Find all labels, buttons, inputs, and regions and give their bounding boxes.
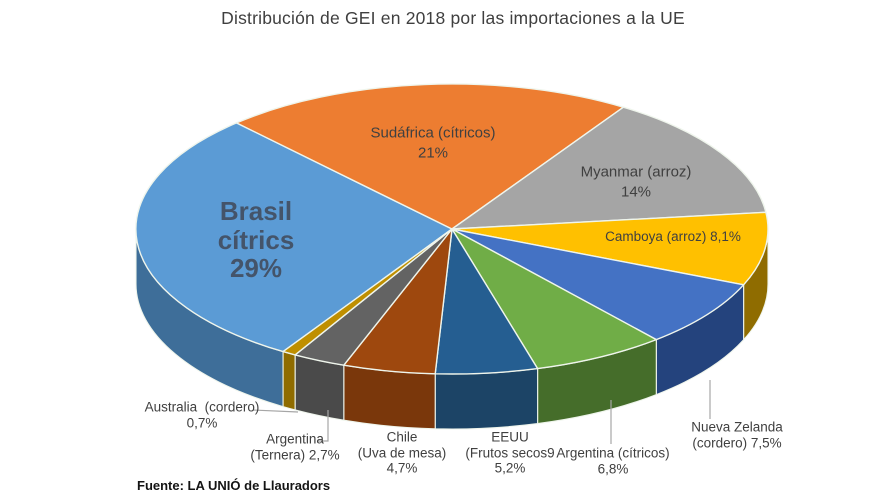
leader-line-australia bbox=[252, 409, 299, 413]
pie-side-eeuu bbox=[434, 367, 539, 430]
leader-line-argentina-ternera bbox=[318, 410, 329, 442]
pie-slice-sudafrica bbox=[235, 83, 625, 230]
pie-slice-brasil bbox=[135, 122, 453, 353]
pie-side-australia bbox=[282, 350, 296, 411]
pie-side-argentina-ternera bbox=[294, 354, 345, 421]
pie-slice-myanmar bbox=[451, 106, 767, 230]
source-note: Fuente: LA UNIÓ de Llauradors bbox=[137, 478, 331, 493]
pie-slice-nueva-zelanda bbox=[451, 228, 745, 341]
pie-slice-camboya bbox=[451, 211, 769, 286]
chart-title: Distribución de GEI en 2018 por las impo… bbox=[221, 8, 685, 28]
pie-slice-australia bbox=[282, 228, 453, 356]
pie-slice-argentina-citricos bbox=[451, 228, 657, 370]
pie-side-chile bbox=[343, 364, 436, 430]
